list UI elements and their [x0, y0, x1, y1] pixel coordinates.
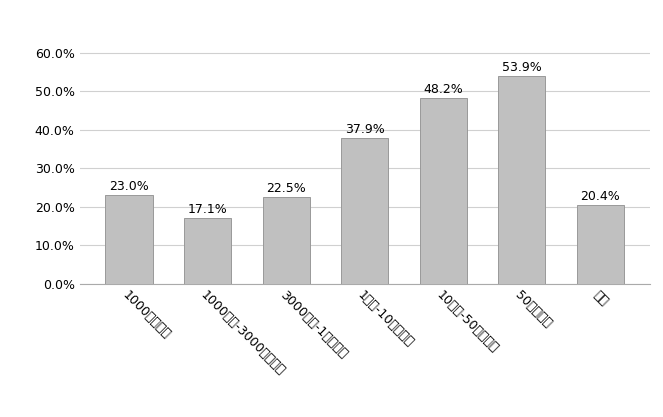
Bar [341, 138, 389, 284]
Text: 20.4%: 20.4% [580, 190, 620, 203]
Bar [105, 195, 152, 284]
Bar [184, 218, 231, 284]
Text: 37.9%: 37.9% [345, 123, 385, 136]
Bar [420, 98, 467, 284]
Text: 23.0%: 23.0% [109, 180, 149, 193]
Bar [577, 205, 624, 284]
Bar [498, 76, 545, 284]
Text: 17.1%: 17.1% [188, 203, 227, 216]
Text: 22.5%: 22.5% [267, 182, 306, 195]
Bar [263, 197, 310, 284]
Text: 48.2%: 48.2% [423, 83, 463, 96]
Text: 53.9%: 53.9% [502, 61, 542, 74]
